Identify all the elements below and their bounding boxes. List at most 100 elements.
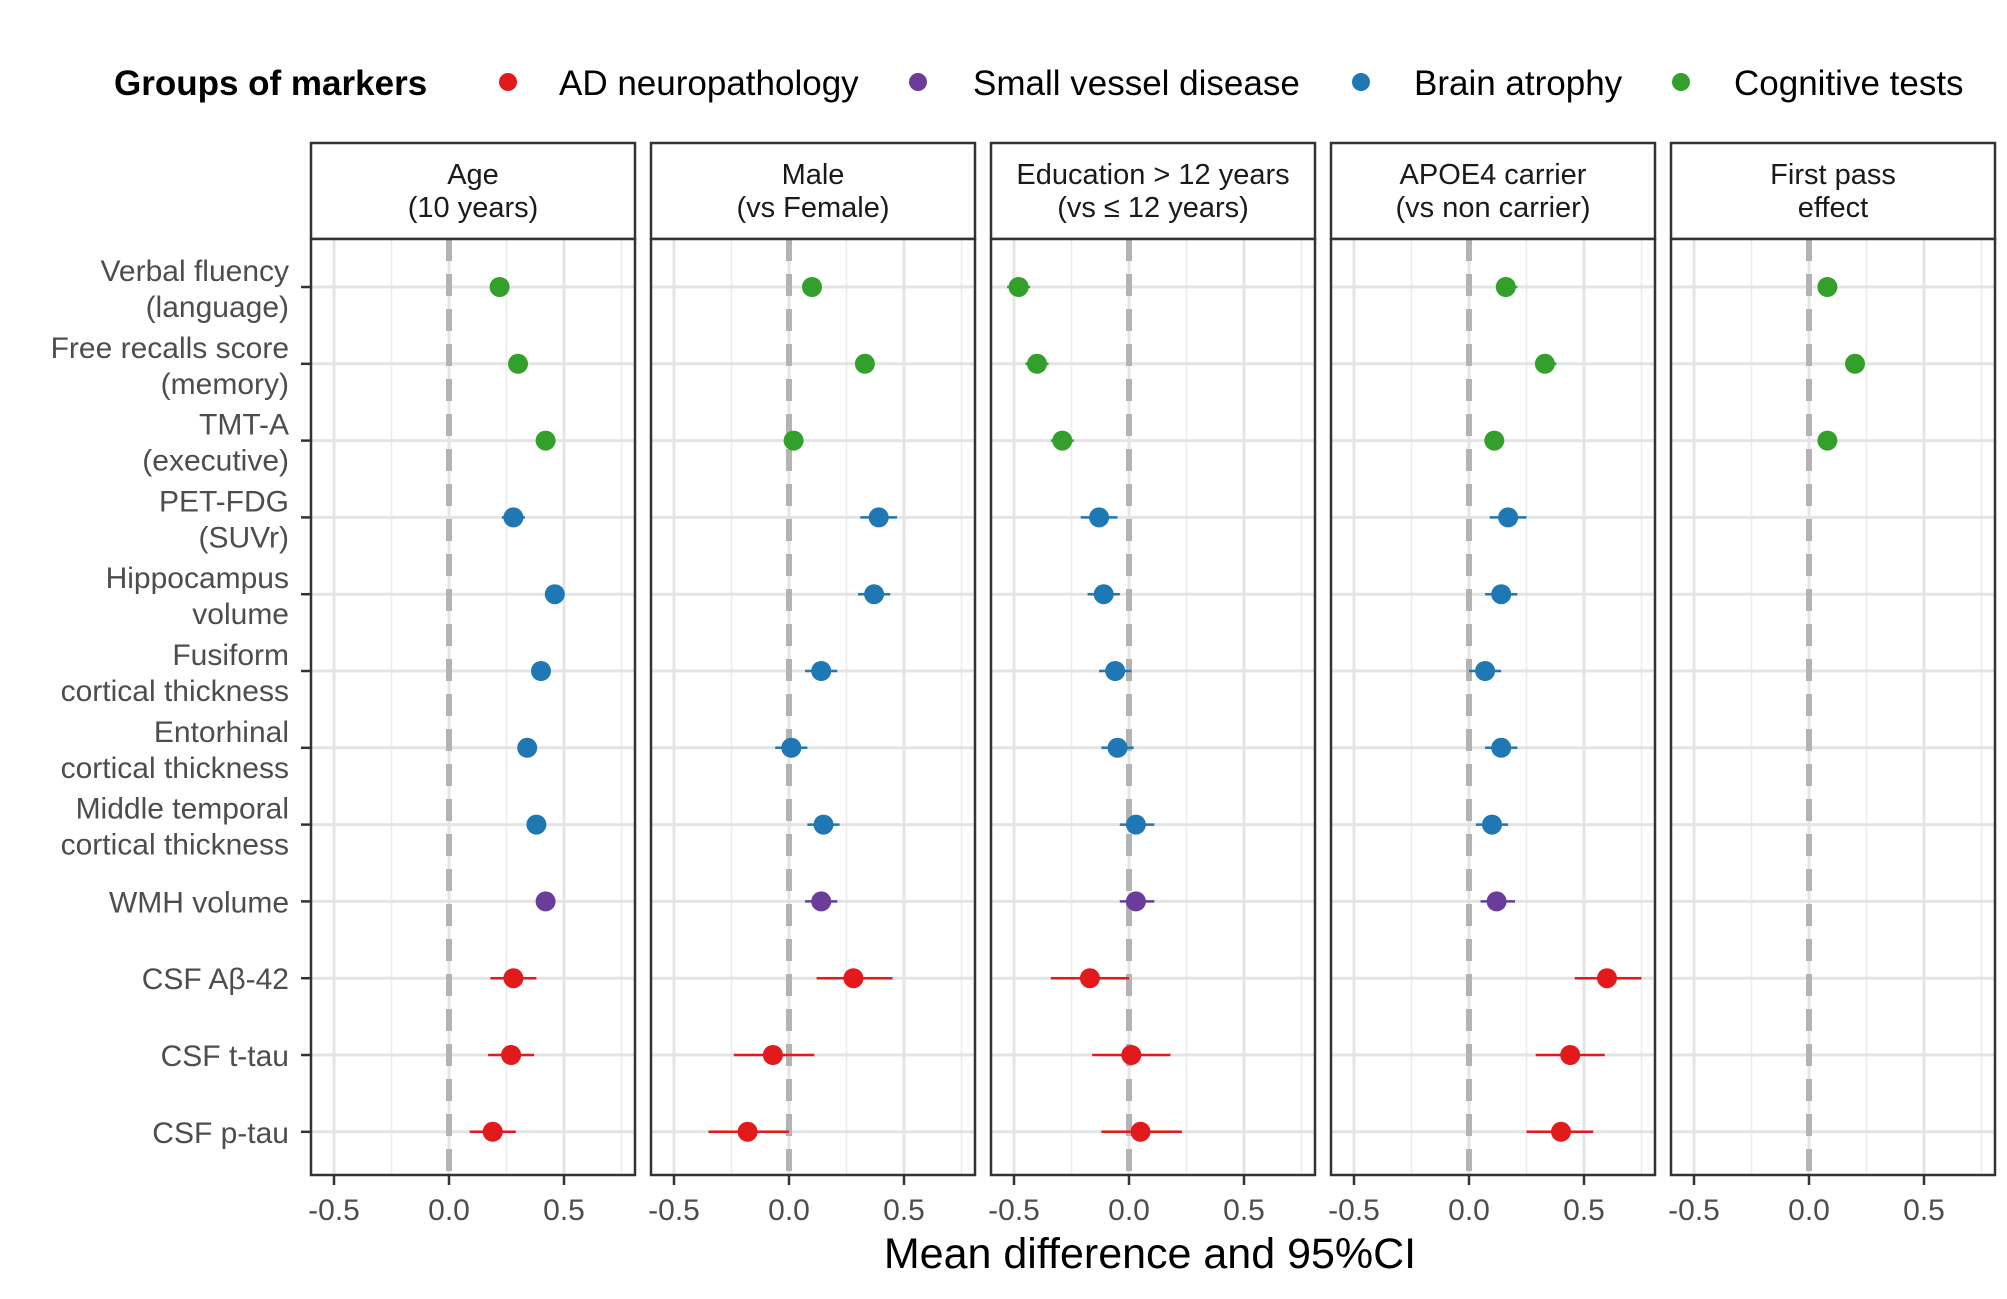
- legend-label-svd: Small vessel disease: [973, 64, 1300, 103]
- estimate-0-10: [488, 1045, 535, 1065]
- estimate-2-7: [1119, 814, 1155, 835]
- point-estimate: [737, 1121, 758, 1142]
- estimate-1-3: [860, 507, 898, 528]
- y-tick-label: cortical thickness: [61, 752, 289, 785]
- facet-title: Age: [447, 159, 499, 191]
- point-estimate: [811, 661, 832, 681]
- point-estimate: [1484, 430, 1505, 451]
- point-estimate: [517, 737, 538, 758]
- point-estimate: [526, 814, 547, 835]
- facet-title: (vs ≤ 12 years): [1057, 192, 1249, 224]
- point-estimate: [813, 814, 834, 835]
- facet-strip: [309, 141, 637, 241]
- y-tick-label: Middle temporal: [76, 793, 289, 826]
- point-estimate: [1597, 968, 1617, 989]
- point-estimate: [501, 1045, 522, 1065]
- facet-title: (vs non carrier): [1396, 192, 1591, 224]
- point-estimate: [864, 584, 885, 605]
- estimate-1-10: [733, 1045, 815, 1065]
- point-estimate: [1495, 277, 1516, 297]
- y-label-marker-9: CSF Aβ-42: [142, 963, 311, 996]
- point-estimate: [811, 891, 832, 912]
- point-estimate: [1491, 584, 1512, 605]
- facet-panel-0: Age(10 years) -0.5 0.0 0.5: [308, 141, 637, 1227]
- facet-strip: [1669, 141, 1997, 241]
- point-estimate: [1475, 661, 1496, 681]
- x-tick-label: 0.0: [1108, 1194, 1150, 1227]
- y-tick-label: WMH volume: [109, 886, 289, 919]
- y-tick-label: (SUVr): [198, 521, 289, 554]
- estimate-2-1: [1025, 353, 1049, 374]
- point-estimate: [544, 584, 565, 605]
- point-estimate: [1498, 507, 1519, 528]
- point-estimate: [1089, 507, 1110, 528]
- estimate-1-11: [708, 1121, 789, 1142]
- estimate-0-4: [544, 584, 565, 605]
- estimate-0-11: [469, 1121, 516, 1142]
- panel-border: [1669, 237, 1997, 1177]
- estimate-3-0: [1495, 277, 1518, 297]
- x-axis-title: Mean difference and 95%CI: [884, 1230, 1416, 1278]
- y-tick-label: TMT-A: [199, 409, 289, 442]
- x-tick-label: -0.5: [1668, 1194, 1720, 1227]
- y-axis-labels: Verbal fluency(language) Free recalls sco…: [51, 255, 311, 1150]
- panel-background: [991, 239, 1315, 1175]
- estimate-3-5: [1469, 661, 1502, 681]
- y-tick-label: CSF p-tau: [152, 1117, 289, 1150]
- x-tick-label: -0.5: [1328, 1194, 1380, 1227]
- point-estimate: [531, 661, 551, 681]
- point-estimate: [503, 968, 524, 989]
- point-estimate: [482, 1121, 503, 1142]
- estimate-0-0: [489, 277, 510, 297]
- point-estimate: [868, 507, 889, 528]
- x-tick-label: 0.5: [543, 1194, 585, 1227]
- point-estimate: [508, 353, 528, 374]
- estimate-2-4: [1087, 584, 1120, 605]
- panel-background: [311, 239, 635, 1175]
- estimate-3-1: [1534, 353, 1557, 374]
- estimate-3-7: [1475, 814, 1509, 835]
- y-label-marker-2: TMT-A(executive): [142, 409, 311, 478]
- estimate-0-1: [508, 353, 528, 374]
- point-estimate: [802, 277, 822, 297]
- point-estimate: [762, 1045, 783, 1065]
- x-tick-label: 0.0: [428, 1194, 470, 1227]
- panel-border: [649, 237, 977, 1177]
- facet-title: Male: [782, 159, 845, 191]
- y-tick-label: (language): [146, 291, 289, 324]
- legend-item-ad: AD neuropathology: [499, 64, 859, 103]
- point-estimate: [1560, 1045, 1581, 1065]
- estimate-1-5: [805, 661, 838, 681]
- estimate-3-10: [1535, 1045, 1605, 1065]
- facet-strip: [989, 141, 1317, 241]
- point-estimate: [783, 430, 804, 451]
- facet-panel-2: Education > 12 years(vs ≤ 12 years) -0.5 0…: [988, 141, 1317, 1227]
- facet-title: (10 years): [408, 192, 539, 224]
- estimate-3-11: [1526, 1121, 1594, 1142]
- x-tick-label: 0.5: [1563, 1194, 1605, 1227]
- y-tick-label: cortical thickness: [61, 675, 289, 708]
- legend-item-atrophy: Brain atrophy: [1352, 64, 1623, 103]
- facet-title: APOE4 carrier: [1400, 159, 1587, 191]
- facet-title: (vs Female): [736, 192, 889, 224]
- x-tick-label: -0.5: [988, 1194, 1040, 1227]
- facet-strip: [1329, 141, 1657, 241]
- facet-panels: Age(10 years) -0.5 0.0 0.5 Male(vs Female) -0…: [308, 141, 1997, 1227]
- point-estimate: [535, 430, 556, 451]
- x-tick-label: -0.5: [648, 1194, 700, 1227]
- point-estimate: [1107, 737, 1128, 758]
- y-tick-label: volume: [192, 598, 289, 631]
- estimate-3-9: [1574, 968, 1642, 989]
- point-estimate: [1121, 1045, 1142, 1065]
- legend-key-atrophy: [1352, 73, 1370, 91]
- x-tick-label: 0.5: [1223, 1194, 1265, 1227]
- legend-item-cog: Cognitive tests: [1672, 64, 1964, 103]
- y-label-marker-11: CSF p-tau: [152, 1117, 311, 1150]
- estimate-2-6: [1101, 737, 1134, 758]
- legend-key-svd: [909, 73, 927, 91]
- estimate-2-9: [1050, 968, 1129, 989]
